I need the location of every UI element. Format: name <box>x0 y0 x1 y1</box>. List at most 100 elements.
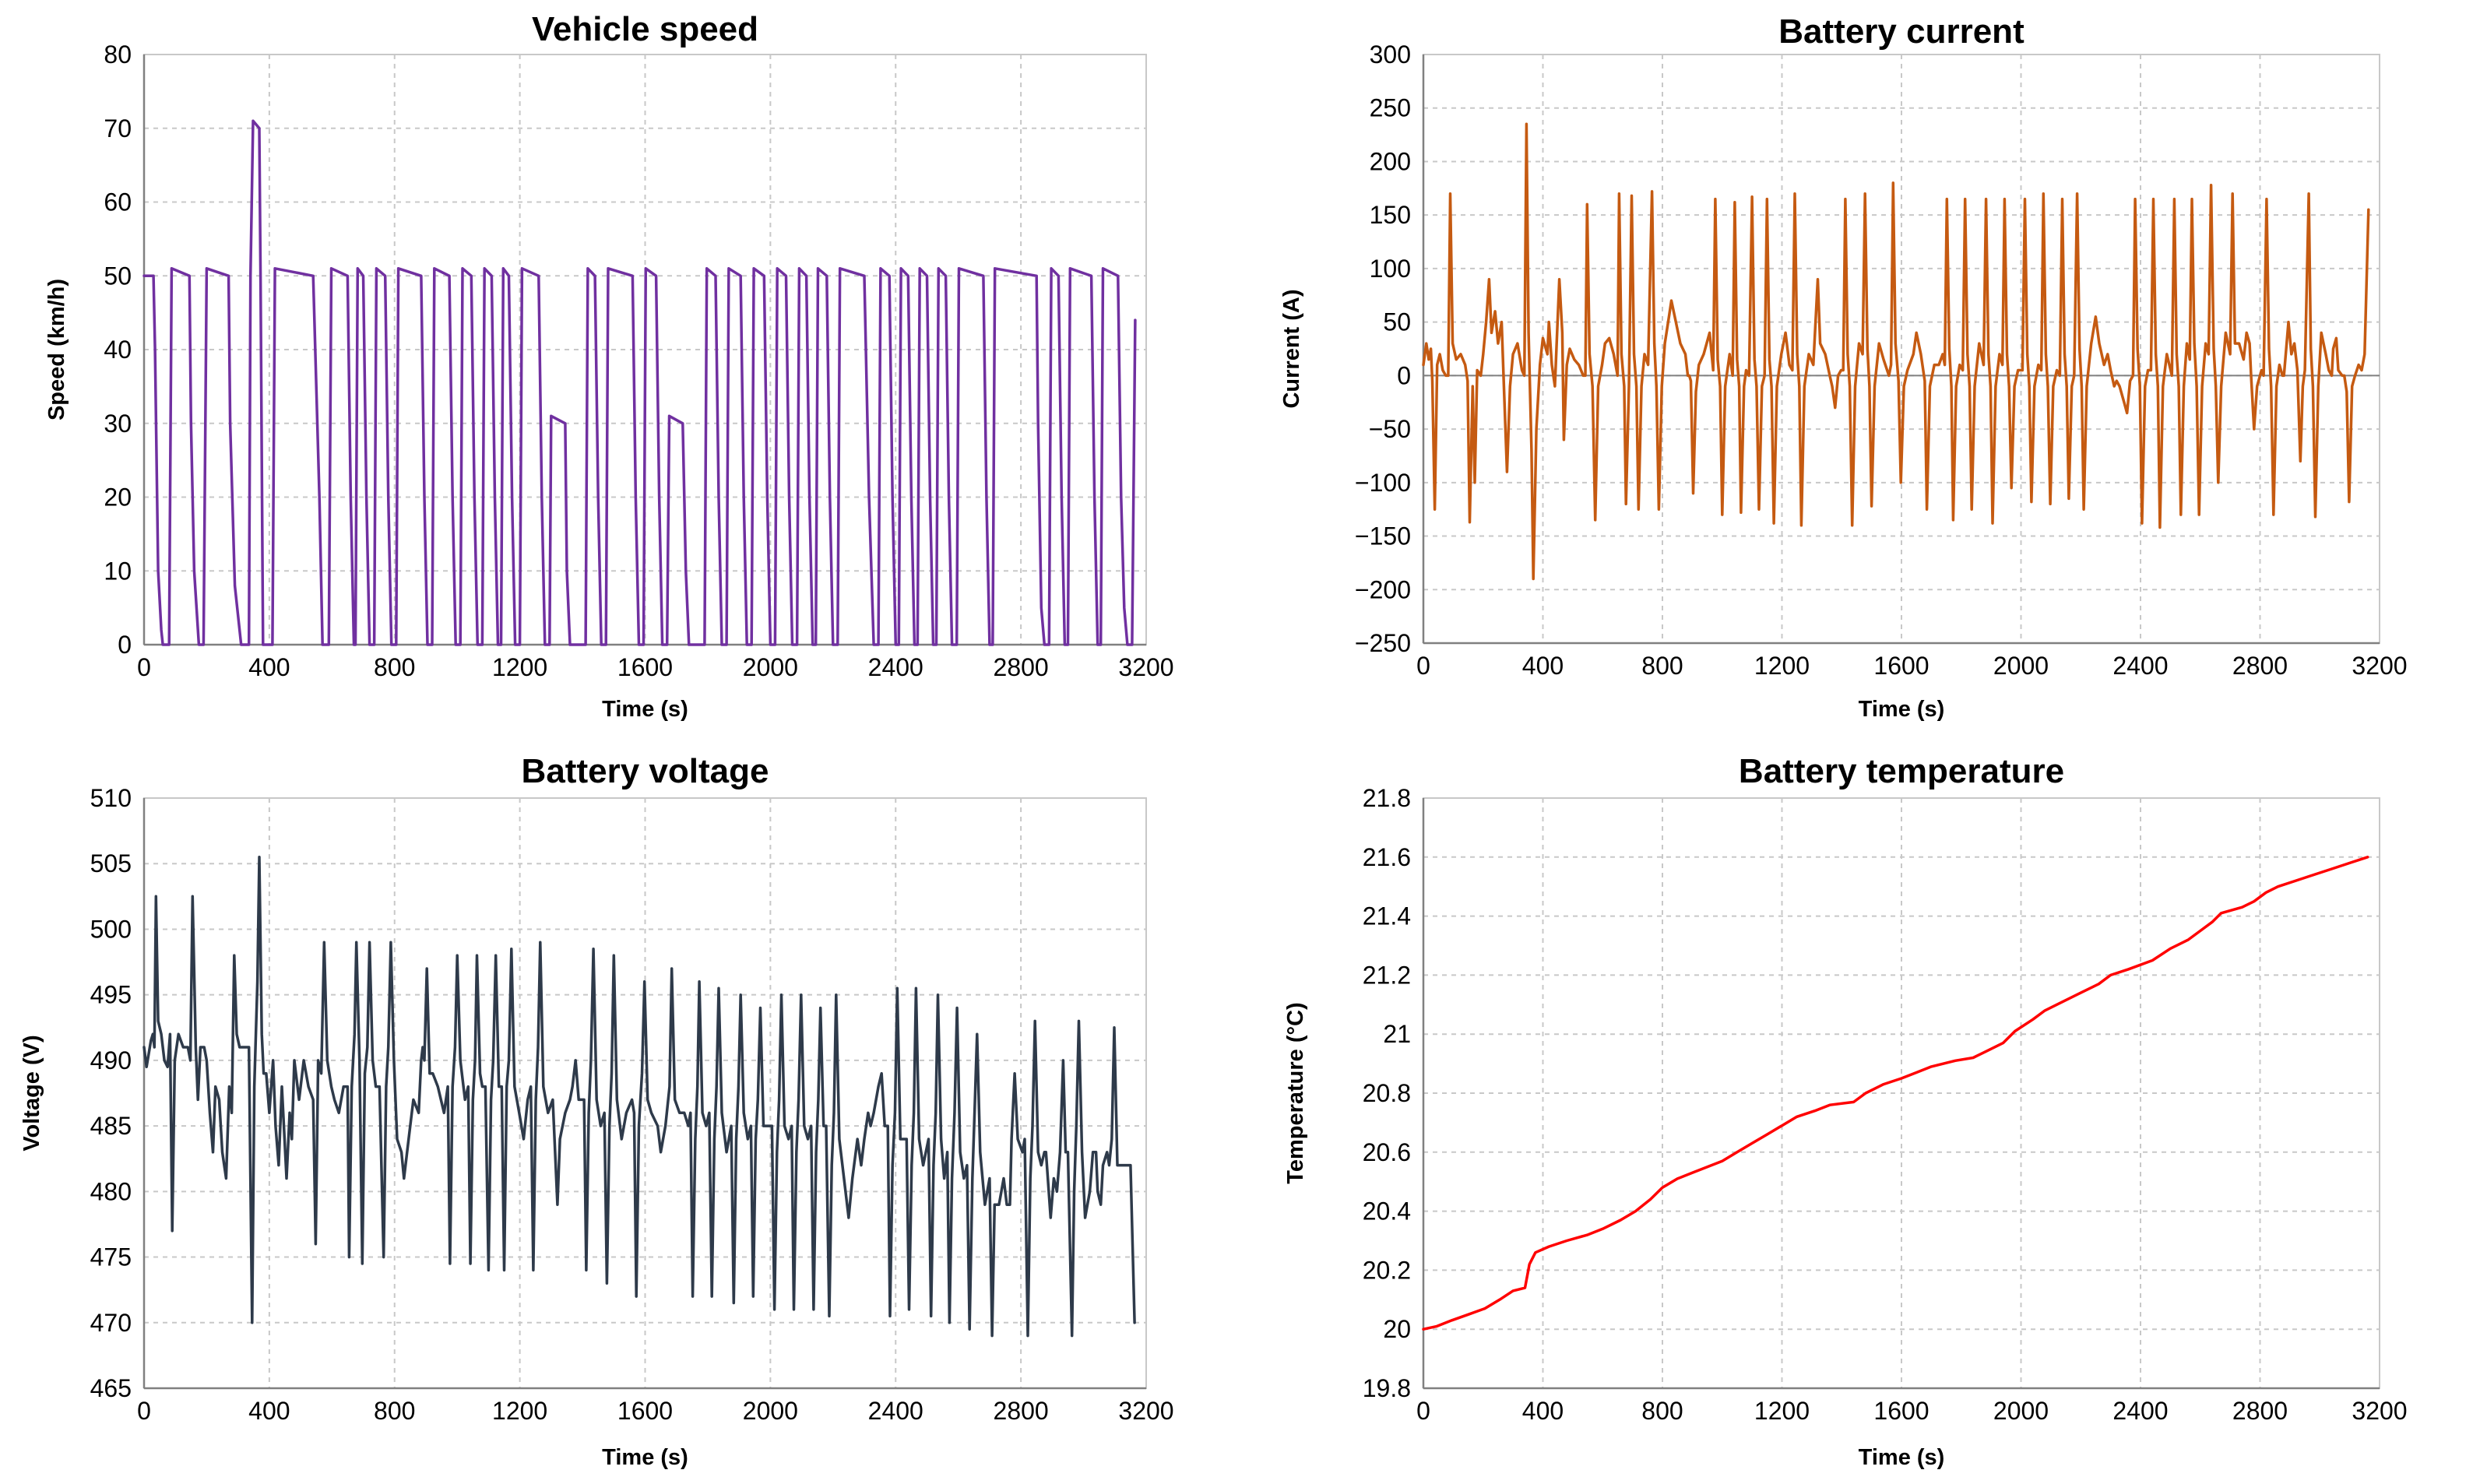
temperature-series-line <box>1422 856 2369 1331</box>
y-tick-label: −100 <box>1355 469 1411 497</box>
y-tick-label: 500 <box>90 915 132 943</box>
x-tick-label: 0 <box>137 653 151 681</box>
y-tick-label: 20 <box>104 484 132 512</box>
x-tick-label: 800 <box>1641 1397 1683 1425</box>
y-tick-label: 490 <box>90 1046 132 1074</box>
x-tick-label: 3200 <box>2352 652 2407 680</box>
y-tick-label: 50 <box>104 262 132 290</box>
x-tick-label: 2800 <box>2232 1397 2288 1425</box>
x-tick-label: 3200 <box>1118 653 1173 681</box>
y-tick-label: 40 <box>104 336 132 364</box>
x-tick-label: 1200 <box>492 653 547 681</box>
x-tick-label: 800 <box>374 1397 415 1425</box>
x-tick-label: 3200 <box>1118 1397 1173 1425</box>
x-tick-label: 2400 <box>2112 1397 2168 1425</box>
y-tick-label: 470 <box>90 1309 132 1337</box>
voltage-chart-panel: 0 400 800 1200 1600 2000 2400 2800 3200 465 470 475… <box>0 742 1236 1484</box>
x-tick-label: 2000 <box>743 653 798 681</box>
y-tick-label: −250 <box>1355 629 1411 657</box>
y-tick-label: 60 <box>104 188 132 216</box>
y-tick-label: 300 <box>1370 40 1411 69</box>
x-tick-label: 800 <box>374 653 415 681</box>
y-tick-label: 20.8 <box>1363 1079 1411 1107</box>
x-tick-label: 2800 <box>2232 652 2288 680</box>
x-tick-label: 3200 <box>2352 1397 2407 1425</box>
y-tick-label: 475 <box>90 1243 132 1271</box>
x-axis-label: Time (s) <box>602 1445 688 1470</box>
grid <box>1423 797 2380 1389</box>
y-tick-label: 250 <box>1370 94 1411 122</box>
y-tick-label: 20.6 <box>1363 1138 1411 1166</box>
x-tick-label: 0 <box>1416 1397 1430 1425</box>
y-tick-label: 485 <box>90 1112 132 1140</box>
y-tick-label: 70 <box>104 114 132 142</box>
x-tick-label: 400 <box>1522 652 1564 680</box>
y-tick-label: 510 <box>90 784 132 812</box>
x-tick-label: 0 <box>1416 652 1430 680</box>
voltage-chart: 0 400 800 1200 1600 2000 2400 2800 3200 465 470 475… <box>19 752 1174 1470</box>
chart-title: Battery current <box>1778 12 2024 51</box>
y-tick-label: −200 <box>1355 575 1411 603</box>
y-tick-label: 30 <box>104 410 132 438</box>
current-chart: 0 400 800 1200 1600 2000 2400 2800 3200 −250 −200 −… <box>1279 12 2408 722</box>
grid <box>1423 54 2380 644</box>
x-tick-label: 1600 <box>617 1397 673 1425</box>
y-axis-label: Voltage (V) <box>19 1035 44 1151</box>
y-tick-label: 200 <box>1370 147 1411 175</box>
y-tick-label: 505 <box>90 849 132 877</box>
chart-title: Battery temperature <box>1739 752 2064 790</box>
temperature-chart: 0 400 800 1200 1600 2000 2400 2800 3200 19.8 20 20.… <box>1283 752 2408 1470</box>
x-tick-label: 400 <box>1522 1397 1564 1425</box>
x-tick-label: 1600 <box>1873 652 1929 680</box>
voltage-series-line <box>142 856 1136 1338</box>
current-series-line <box>1422 122 2370 581</box>
y-tick-label: 21.6 <box>1363 843 1411 871</box>
y-tick-label: 0 <box>118 631 132 659</box>
x-axis-label: Time (s) <box>1859 1445 1945 1470</box>
x-tick-label: 2400 <box>2112 652 2168 680</box>
y-tick-label: −50 <box>1369 415 1411 443</box>
x-tick-label: 400 <box>248 653 290 681</box>
y-tick-label: 21 <box>1383 1020 1411 1048</box>
x-tick-label: 1200 <box>492 1397 547 1425</box>
y-axis-label: Speed (km/h) <box>44 279 69 420</box>
y-tick-label: 21.2 <box>1363 961 1411 989</box>
x-tick-label: 2000 <box>1993 652 2049 680</box>
x-tick-label: 2000 <box>1993 1397 2049 1425</box>
y-tick-label: 465 <box>90 1374 132 1402</box>
x-tick-label: 800 <box>1641 652 1683 680</box>
y-tick-label: 80 <box>104 40 132 69</box>
x-axis-label: Time (s) <box>1859 697 1945 722</box>
y-axis-label: Temperature (°C) <box>1283 1002 1308 1183</box>
y-tick-label: 480 <box>90 1177 132 1205</box>
y-tick-label: 150 <box>1370 201 1411 229</box>
x-tick-label: 2400 <box>868 1397 923 1425</box>
chart-title: Vehicle speed <box>532 10 758 48</box>
y-tick-label: 20.4 <box>1363 1197 1411 1226</box>
x-tick-label: 2000 <box>743 1397 798 1425</box>
y-tick-label: 20 <box>1383 1315 1411 1343</box>
temperature-chart-panel: 0 400 800 1200 1600 2000 2400 2800 3200 19.8 20 20.… <box>1236 742 2473 1484</box>
speed-series-line <box>142 119 1137 646</box>
x-tick-label: 2800 <box>994 1397 1049 1425</box>
y-tick-label: 20.2 <box>1363 1256 1411 1284</box>
x-tick-label: 1200 <box>1754 652 1810 680</box>
speed-chart-panel: 0 400 800 1200 1600 2000 2400 2800 3200 0 10 20 30 40… <box>0 0 1236 742</box>
x-tick-label: 1600 <box>617 653 673 681</box>
y-tick-label: 50 <box>1383 308 1411 336</box>
chart-title: Battery voltage <box>522 752 769 790</box>
current-chart-panel: 0 400 800 1200 1600 2000 2400 2800 3200 −250 −200 −… <box>1236 0 2473 742</box>
speed-chart: 0 400 800 1200 1600 2000 2400 2800 3200 0 10 20 30 40… <box>44 10 1174 722</box>
x-tick-label: 2400 <box>868 653 923 681</box>
y-tick-label: 495 <box>90 981 132 1009</box>
y-tick-label: 21.4 <box>1363 902 1411 930</box>
y-tick-label: −150 <box>1355 522 1411 550</box>
y-tick-label: 19.8 <box>1363 1374 1411 1402</box>
y-tick-label: 21.8 <box>1363 784 1411 812</box>
y-tick-label: 10 <box>104 557 132 585</box>
y-tick-label: 100 <box>1370 255 1411 283</box>
x-tick-label: 400 <box>248 1397 290 1425</box>
x-axis-label: Time (s) <box>602 697 688 722</box>
x-tick-label: 1200 <box>1754 1397 1810 1425</box>
x-tick-label: 1600 <box>1873 1397 1929 1425</box>
